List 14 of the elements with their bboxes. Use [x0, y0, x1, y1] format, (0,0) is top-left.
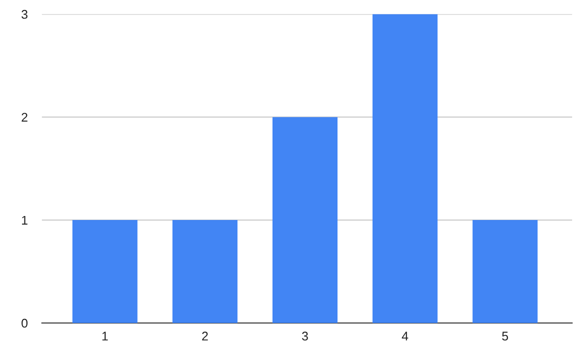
bar [72, 220, 138, 323]
bar [272, 117, 338, 323]
y-tick-label: 0 [22, 318, 28, 328]
x-tick-label: 4 [402, 332, 408, 340]
x-tick-label: 2 [202, 332, 208, 340]
y-tick-label: 1 [22, 216, 28, 225]
y-tick-label: 2 [22, 112, 28, 122]
bar [172, 220, 238, 323]
bar [372, 14, 438, 323]
bar [472, 220, 538, 323]
x-tick-label: 1 [102, 332, 108, 340]
x-tick-label: 5 [502, 332, 508, 341]
y-tick-label: 3 [22, 10, 28, 19]
x-tick-label: 3 [302, 332, 308, 341]
